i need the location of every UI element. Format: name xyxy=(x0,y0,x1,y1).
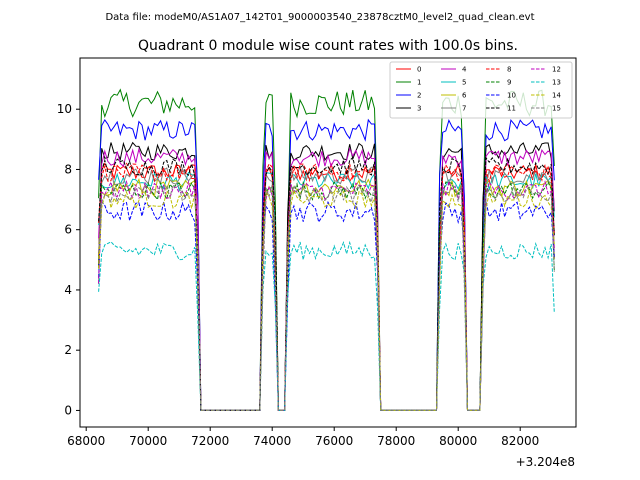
legend-label: 13 xyxy=(552,79,561,87)
x-tick-label: 72000 xyxy=(191,434,229,448)
series-line-14 xyxy=(98,189,555,411)
x-axis: 68000 70000 72000 74000 76000 78000 80000 82000 xyxy=(67,427,539,448)
y-tick-label: 10 xyxy=(57,102,72,116)
x-tick-label: 80000 xyxy=(439,434,477,448)
legend-label: 14 xyxy=(552,92,561,100)
legend-frame xyxy=(389,61,573,119)
series-line-12 xyxy=(98,179,555,411)
x-tick-label: 68000 xyxy=(67,434,105,448)
y-tick-label: 4 xyxy=(64,283,72,297)
y-tick-label: 0 xyxy=(64,403,72,417)
legend-label: 15 xyxy=(552,105,561,113)
legend-label: 7 xyxy=(462,105,466,113)
series-line-13 xyxy=(98,240,555,411)
x-tick-label: 70000 xyxy=(129,434,167,448)
series-line-15 xyxy=(98,183,555,411)
legend-label: 3 xyxy=(417,105,421,113)
legend-label: 12 xyxy=(552,66,561,74)
y-tick-label: 8 xyxy=(64,162,72,176)
legend-label: 11 xyxy=(507,105,516,113)
x-tick-label: 82000 xyxy=(501,434,539,448)
suptitle: Data file: modeM0/AS1A07_142T01_90000035… xyxy=(105,12,534,23)
y-axis: 0 2 4 6 8 10 xyxy=(57,102,80,417)
series-line-10 xyxy=(98,200,555,411)
series-line-8 xyxy=(98,162,555,411)
x-tick-label: 76000 xyxy=(315,434,353,448)
x-offset-label: +3.204e8 xyxy=(516,455,575,469)
plot-frame xyxy=(79,57,577,428)
legend-label: 8 xyxy=(507,66,511,74)
legend-label: 0 xyxy=(417,66,421,74)
legend-label: 9 xyxy=(507,79,511,87)
legend-label: 4 xyxy=(462,66,467,74)
legend-label: 5 xyxy=(462,79,466,87)
y-tick-label: 2 xyxy=(64,343,72,357)
x-tick-label: 74000 xyxy=(253,434,291,448)
legend-label: 2 xyxy=(417,92,421,100)
x-tick-label: 78000 xyxy=(377,434,415,448)
y-tick-label: 6 xyxy=(64,223,72,237)
chart-title: Quadrant 0 module wise count rates with … xyxy=(138,38,518,54)
legend-label: 10 xyxy=(507,92,516,100)
legend-label: 1 xyxy=(417,79,421,87)
series-group xyxy=(98,88,555,411)
legend-label: 6 xyxy=(462,92,467,100)
